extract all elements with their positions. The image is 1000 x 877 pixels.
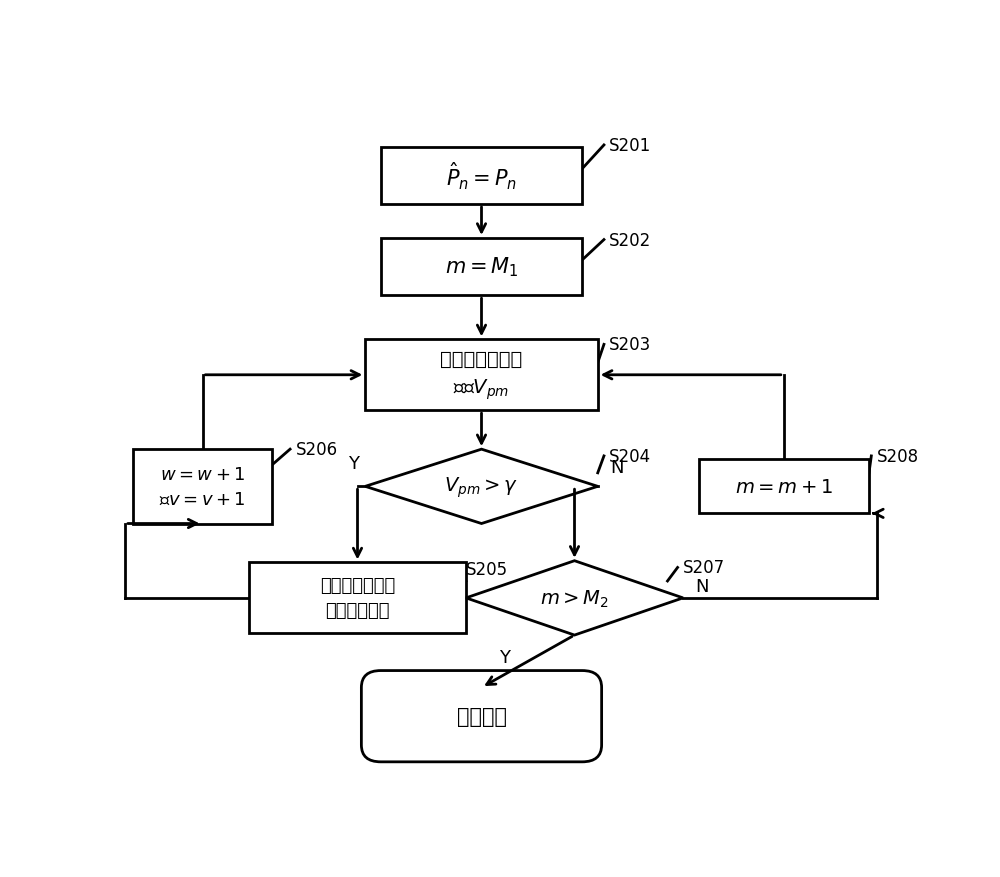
Text: N: N	[696, 578, 709, 595]
FancyBboxPatch shape	[249, 563, 466, 634]
Text: S208: S208	[877, 447, 919, 466]
Text: N: N	[610, 459, 624, 477]
FancyBboxPatch shape	[698, 460, 869, 514]
FancyBboxPatch shape	[361, 671, 602, 762]
Text: $\hat{P}_n = P_n$: $\hat{P}_n = P_n$	[446, 160, 517, 192]
Text: $V_{pm} > \gamma$: $V_{pm} > \gamma$	[444, 474, 519, 499]
FancyBboxPatch shape	[381, 147, 582, 205]
Text: S206: S206	[296, 440, 338, 459]
Text: $w = w+1$
或$v = v+1$: $w = w+1$ 或$v = v+1$	[159, 466, 246, 509]
Polygon shape	[365, 450, 598, 524]
Text: $m = m+1$: $m = m+1$	[735, 477, 833, 496]
Polygon shape	[466, 561, 683, 635]
Text: S204: S204	[609, 447, 652, 466]
Text: 优化结束: 优化结束	[456, 706, 507, 726]
Text: $m > M_2$: $m > M_2$	[540, 588, 609, 609]
Text: S202: S202	[609, 232, 652, 249]
Text: S201: S201	[609, 137, 652, 154]
FancyBboxPatch shape	[381, 239, 582, 296]
Text: 计算风光功率波
动率$V_{pm}$: 计算风光功率波 动率$V_{pm}$	[440, 350, 523, 401]
Text: 利用移动平均算
法平滑预测值: 利用移动平均算 法平滑预测值	[320, 577, 395, 620]
Text: S207: S207	[683, 559, 725, 577]
FancyBboxPatch shape	[133, 450, 272, 524]
Text: S203: S203	[609, 336, 652, 354]
Text: Y: Y	[499, 648, 510, 666]
Text: S205: S205	[466, 561, 508, 579]
FancyBboxPatch shape	[365, 340, 598, 410]
Text: Y: Y	[348, 454, 359, 472]
Text: $m = M_1$: $m = M_1$	[445, 255, 518, 279]
